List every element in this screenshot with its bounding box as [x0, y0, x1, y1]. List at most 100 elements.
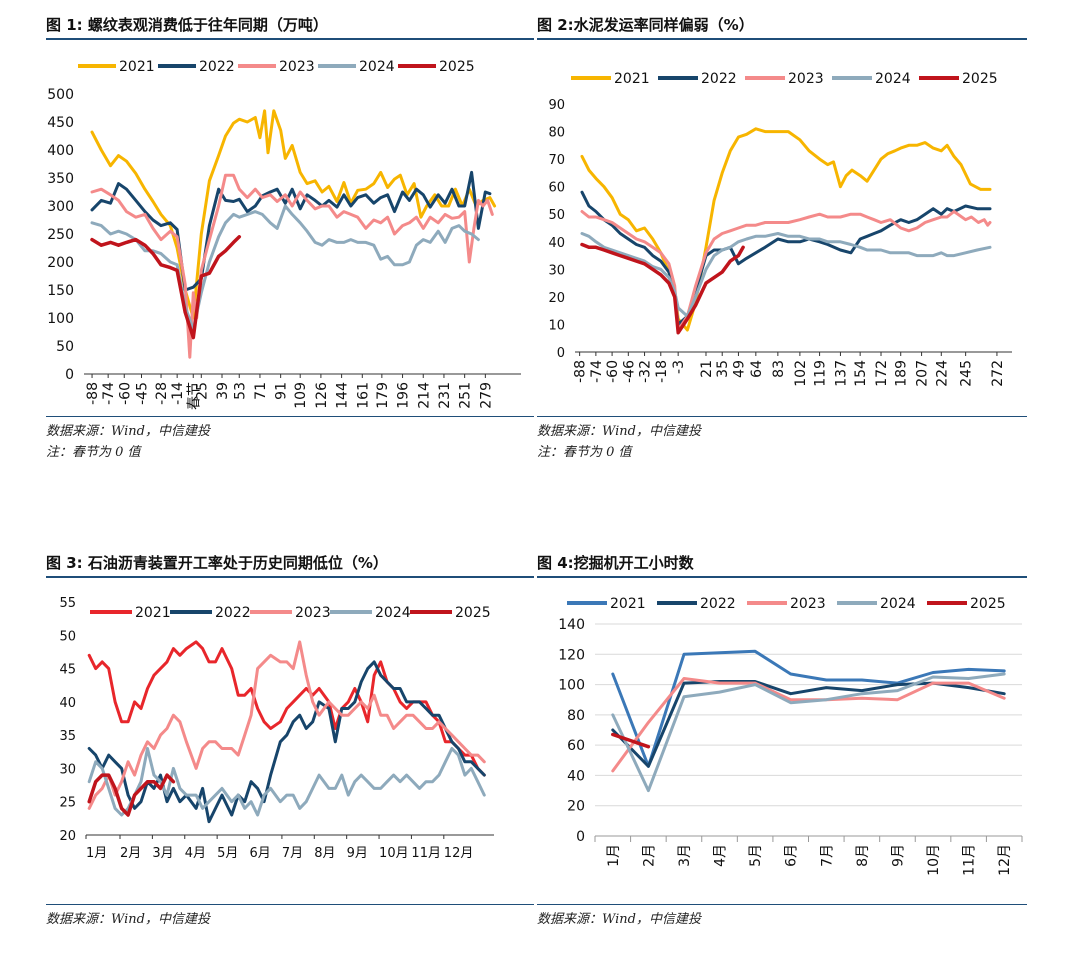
y-tick-label: 30 [548, 263, 565, 278]
legend-label-2023: 2023 [279, 59, 315, 75]
y-tick-label: 45 [59, 663, 76, 678]
series-line-2024 [90, 204, 480, 331]
legend-label-2024: 2024 [359, 59, 395, 75]
y-tick-label: 50 [56, 339, 74, 355]
x-tick-label: -88 [573, 360, 589, 383]
y-tick-label: 60 [567, 738, 585, 754]
legend-label-2025: 2025 [962, 71, 998, 87]
series-line-2025 [611, 732, 651, 749]
x-tick-label: 231 [437, 382, 453, 409]
data-source: 数据来源：Wind，中信建投 [46, 912, 210, 927]
x-tick-label: 144 [335, 382, 351, 409]
legend-label-2021: 2021 [119, 59, 155, 75]
y-tick-label: 20 [59, 829, 76, 844]
y-tick-label: 10 [548, 318, 565, 333]
x-tick-label: 71 [253, 382, 269, 400]
x-tick-label: 春节 [186, 382, 202, 410]
y-tick-label: 150 [47, 283, 74, 299]
legend-label-2025: 2025 [455, 605, 491, 621]
legend-label-2021: 2021 [135, 605, 171, 621]
x-tick-label: 1月 [606, 844, 622, 867]
series-line-2023 [611, 677, 1006, 773]
x-tick-label: 214 [416, 382, 432, 409]
legend-label-2022: 2022 [215, 605, 251, 621]
x-tick-label: -46 [621, 360, 637, 383]
series-line-2023 [87, 640, 486, 810]
x-tick-label: -18 [654, 360, 670, 383]
legend-label-2025: 2025 [970, 596, 1006, 612]
x-tick-label: 189 [894, 360, 910, 387]
series-line-2021 [611, 649, 1006, 768]
note: 注：春节为 0 值 [46, 445, 141, 460]
legend-label-2022: 2022 [701, 71, 737, 87]
series-line-2025 [87, 773, 176, 817]
x-tick-label: 25 [194, 382, 210, 400]
x-tick-label: 12月 [444, 846, 474, 861]
legend-label-2024: 2024 [375, 605, 411, 621]
y-tick-label: 120 [558, 647, 585, 663]
x-tick-label: 12月 [997, 844, 1013, 876]
source-rule [46, 904, 534, 905]
series-line-2023 [90, 173, 494, 359]
x-tick-label: -32 [638, 360, 654, 383]
y-tick-label: 450 [47, 115, 74, 131]
y-tick-label: 200 [47, 255, 74, 271]
chart-panel-3: 图 3: 石油沥青装置开工率处于历史同期低位（%） 20 25 30 35 40 45 50… [46, 552, 534, 932]
x-tick-label: 102 [793, 360, 809, 387]
note: 注：春节为 0 值 [537, 445, 632, 460]
x-tick-label: -14 [170, 382, 186, 405]
y-tick-label: 40 [548, 236, 565, 251]
y-tick-label: 500 [47, 87, 74, 103]
x-tick-label: 224 [934, 360, 950, 387]
legend-label-2024: 2024 [880, 596, 916, 612]
y-tick-label: 0 [557, 346, 565, 361]
y-tick-label: 80 [567, 708, 585, 724]
x-tick-label: 179 [375, 382, 391, 409]
x-tick-label: 272 [990, 360, 1006, 387]
y-tick-label: 30 [59, 762, 76, 777]
x-tick-label: 245 [959, 360, 975, 387]
x-tick-label: 172 [874, 360, 890, 387]
x-tick-label: -3 [671, 360, 687, 374]
y-tick-label: 40 [59, 696, 76, 711]
x-tick-label: -28 [154, 382, 170, 405]
y-tick-label: 25 [59, 796, 76, 811]
y-tick-label: 55 [59, 596, 76, 611]
x-tick-label: 4月 [185, 846, 206, 861]
x-tick-label: 137 [833, 360, 849, 387]
legend-label-2022: 2022 [700, 596, 736, 612]
x-tick-label: 7月 [282, 846, 303, 861]
y-tick-label: 90 [548, 98, 565, 113]
x-tick-label: 5月 [217, 846, 238, 861]
x-tick-label: 279 [478, 382, 494, 409]
x-tick-label: 8月 [855, 844, 871, 867]
x-tick-label: 161 [355, 382, 371, 409]
x-tick-label: 8月 [314, 846, 335, 861]
x-tick-label: 21 [699, 360, 715, 378]
series-line-2025 [580, 242, 745, 335]
chart-title: 图 4:挖掘机开工小时数 [537, 554, 694, 572]
y-tick-label: 300 [47, 199, 74, 215]
chart-title: 图 2:水泥发运率同样偏弱（%） [537, 16, 754, 34]
series-line-2022 [90, 170, 492, 292]
chart-canvas: 0 10 20 30 40 50 60 70 80 90 -88 -74 -60 -46 -32 -18 -3 2… [548, 71, 1012, 387]
y-tick-label: 50 [59, 629, 76, 644]
x-tick-label: 49 [731, 360, 747, 378]
x-tick-label: 154 [853, 360, 869, 387]
source-rule [537, 416, 1027, 417]
x-tick-label: 91 [274, 382, 290, 400]
chart-panel-1: 图 1: 螺纹表观消费低于往年同期（万吨） 0 50 100 150 200 250 300… [46, 14, 534, 464]
chart-canvas: 0 20 40 60 80 100 120 140 1月 2月 3月 4月 5月 6月 7月 8月 9月 10月 1… [558, 596, 1023, 876]
x-tick-label: 119 [813, 360, 829, 387]
y-tick-label: 140 [558, 617, 585, 633]
x-tick-label: -74 [589, 360, 605, 383]
chart-panel-2: 图 2:水泥发运率同样偏弱（%） 0 10 20 30 40 50 60 70 80 90 -88-… [537, 14, 1027, 464]
y-tick-label: 250 [47, 227, 74, 243]
x-tick-label: 35 [715, 360, 731, 378]
title-rule [537, 38, 1027, 40]
legend-label-2023: 2023 [790, 596, 826, 612]
y-tick-label: 0 [576, 829, 585, 845]
y-tick-label: 80 [548, 126, 565, 141]
